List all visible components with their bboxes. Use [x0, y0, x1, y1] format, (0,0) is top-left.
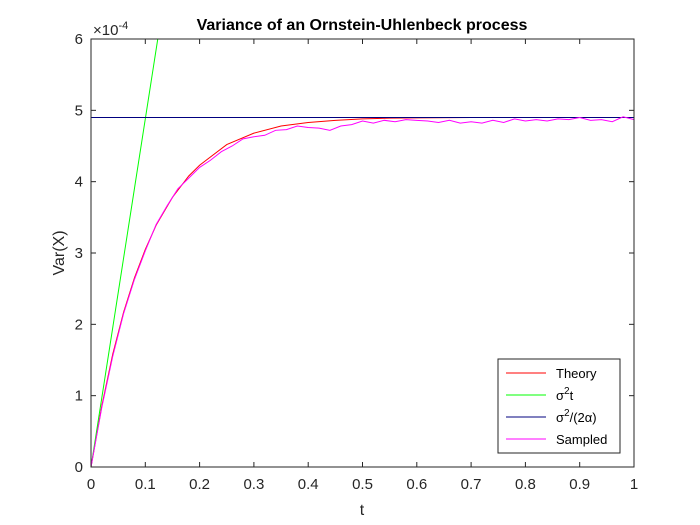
series-line-1 [91, 39, 159, 467]
x-tick-label: 0.2 [189, 476, 210, 493]
x-tick-label: 0.8 [515, 476, 536, 493]
x-tick-label: 0.7 [461, 476, 482, 493]
legend-box [497, 358, 621, 454]
x-tick-label: 0.1 [135, 476, 156, 493]
legend-label: σ2t [556, 386, 574, 403]
y-axis-title: Var(X) [51, 230, 68, 275]
y-tick-label: 0 [75, 459, 83, 476]
x-tick-label: 0.4 [298, 476, 319, 493]
legend-label: Theory [556, 366, 597, 381]
legend-items: Theory σ2t σ2/(2α) Sampled [506, 366, 607, 447]
chart-title: Variance of an Ornstein-Uhlenbeck proces… [197, 17, 528, 34]
plot-frame [90, 38, 635, 468]
y-tick-label: 4 [75, 174, 83, 191]
x-tick-label: 0 [87, 476, 95, 493]
series-layer [91, 39, 634, 467]
y-tick-label: 1 [75, 388, 83, 405]
y-tick-label: 3 [75, 245, 83, 262]
y-tick-label: 6 [75, 31, 83, 48]
series-line-3 [91, 116, 634, 467]
legend-label: Sampled [556, 432, 607, 447]
legend-label: σ2/(2α) [556, 408, 597, 425]
x-tick-label: 0.5 [352, 476, 373, 493]
y-tick-label: 5 [75, 102, 83, 119]
x-tick-label: 1 [630, 476, 638, 493]
y-exponent-label: ×10-4 [93, 20, 128, 39]
x-tick-label: 0.6 [406, 476, 427, 493]
x-axis-title: t [360, 502, 365, 519]
ticks-layer: 0 0.1 0.2 0.3 0.4 0.5 0.6 0.7 0.8 0.9 1 0 1 2 3 4 5 6 [75, 31, 639, 493]
x-tick-label: 0.3 [243, 476, 264, 493]
y-tick-label: 2 [75, 316, 83, 333]
legend: Theory σ2t σ2/(2α) Sampled [497, 358, 621, 454]
x-tick-label: 0.9 [569, 476, 590, 493]
